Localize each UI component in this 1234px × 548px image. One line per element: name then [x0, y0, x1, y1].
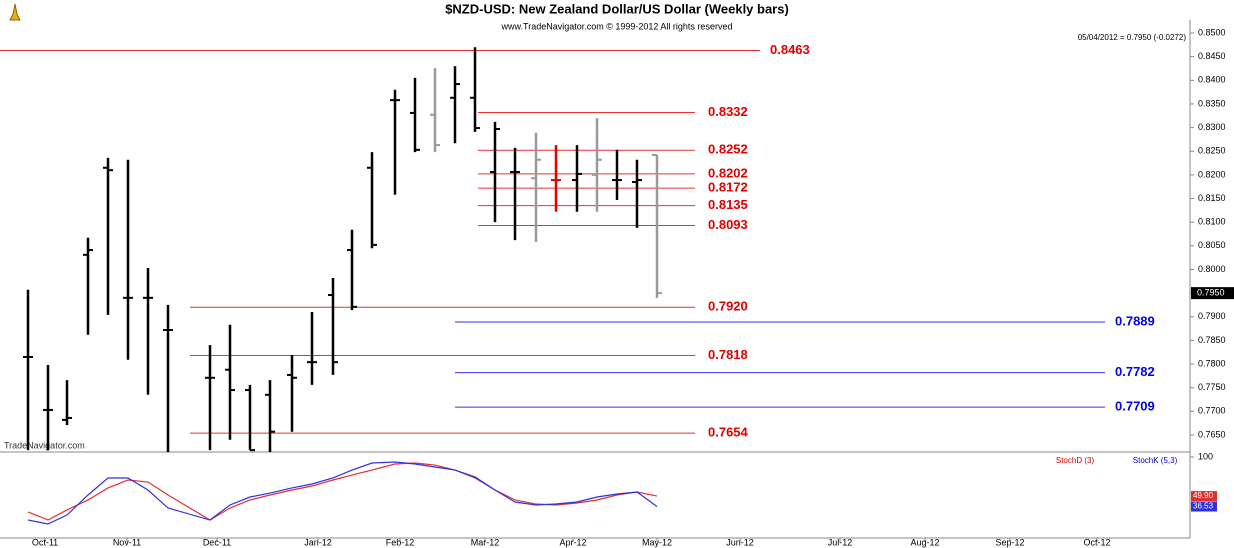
y-tick-label: 0.8050 [1198, 240, 1226, 250]
x-tick-label: Mar-12 [471, 537, 500, 547]
x-tick-label: Feb-12 [386, 537, 415, 547]
stoch-line [27, 461, 658, 525]
x-tick-label: Nov-11 [113, 537, 141, 547]
quote: 05/04/2012 = 0.7950 (-0.0272) [1078, 33, 1187, 42]
y-tick-label: 0.8000 [1198, 264, 1226, 274]
y-tick-label: 0.7850 [1198, 335, 1226, 345]
stoch-line [27, 462, 658, 521]
level-label: 0.8463 [770, 42, 810, 57]
y-tick-label: 0.8450 [1198, 51, 1226, 61]
level-label: 0.7782 [1115, 364, 1155, 379]
y-tick-label: 0.8350 [1198, 98, 1226, 108]
level-label: 0.7920 [708, 299, 748, 314]
y-tick-label: 0.7900 [1198, 311, 1226, 321]
last-price-label: 0.7950 [1197, 287, 1225, 297]
level-label: 0.7818 [708, 347, 748, 362]
stoch-tick-label: 100 [1198, 451, 1213, 461]
y-tick-label: 0.7750 [1198, 382, 1226, 392]
y-tick-label: 0.7800 [1198, 358, 1226, 368]
level-label: 0.8093 [708, 217, 748, 232]
y-tick-label: 0.8150 [1198, 193, 1226, 203]
last-price-box [1191, 287, 1234, 300]
x-tick-label: May-12 [642, 537, 672, 547]
level-label: 0.7654 [708, 425, 749, 440]
stoch-value-box [1191, 501, 1217, 512]
level-label: 0.8202 [708, 165, 748, 180]
y-tick-label: 0.8300 [1198, 122, 1226, 132]
level-label: 0.8172 [708, 180, 748, 195]
x-tick-label: Oct-11 [32, 537, 58, 547]
x-tick-label: Jun-12 [726, 537, 754, 547]
level-label: 0.8135 [708, 197, 748, 212]
legend-entry: StochD (3) [1056, 456, 1095, 465]
stoch-value-box [1191, 491, 1217, 502]
stoch-value-label: 49.90 [1193, 491, 1214, 500]
y-tick-label: 0.8100 [1198, 217, 1226, 227]
x-tick-label: Oct-12 [1083, 537, 1110, 547]
subtitle: www.TradeNavigator.com © 1999-2012 All r… [501, 21, 733, 31]
legend-entry: StochK (5,3) [1133, 456, 1178, 465]
x-tick-label: Dec-11 [203, 537, 231, 547]
y-tick-label: 0.7650 [1198, 429, 1226, 439]
y-tick-label: 0.8400 [1198, 75, 1226, 85]
watermark: TradeNavigator.com [4, 440, 85, 450]
x-tick-label: Jan-12 [304, 537, 332, 547]
x-tick-label: Sep-12 [995, 537, 1024, 547]
chart-title: $NZD-USD: New Zealand Dollar/US Dollar (… [445, 1, 789, 16]
y-tick-label: 0.8500 [1198, 27, 1226, 37]
y-tick-label: 0.8200 [1198, 169, 1226, 179]
level-label: 0.8252 [708, 142, 748, 157]
x-tick-label: Jul-12 [828, 537, 853, 547]
stoch-value-label: 36.53 [1193, 502, 1214, 511]
logo [9, 3, 21, 21]
y-tick-label: 0.7700 [1198, 406, 1226, 416]
level-label: 0.7889 [1115, 313, 1155, 328]
x-tick-label: Apr-12 [559, 537, 586, 547]
y-tick-label: 0.8250 [1198, 146, 1226, 156]
level-label: 0.7709 [1115, 399, 1155, 414]
level-label: 0.8332 [708, 104, 748, 119]
x-tick-label: Aug-12 [910, 537, 939, 547]
